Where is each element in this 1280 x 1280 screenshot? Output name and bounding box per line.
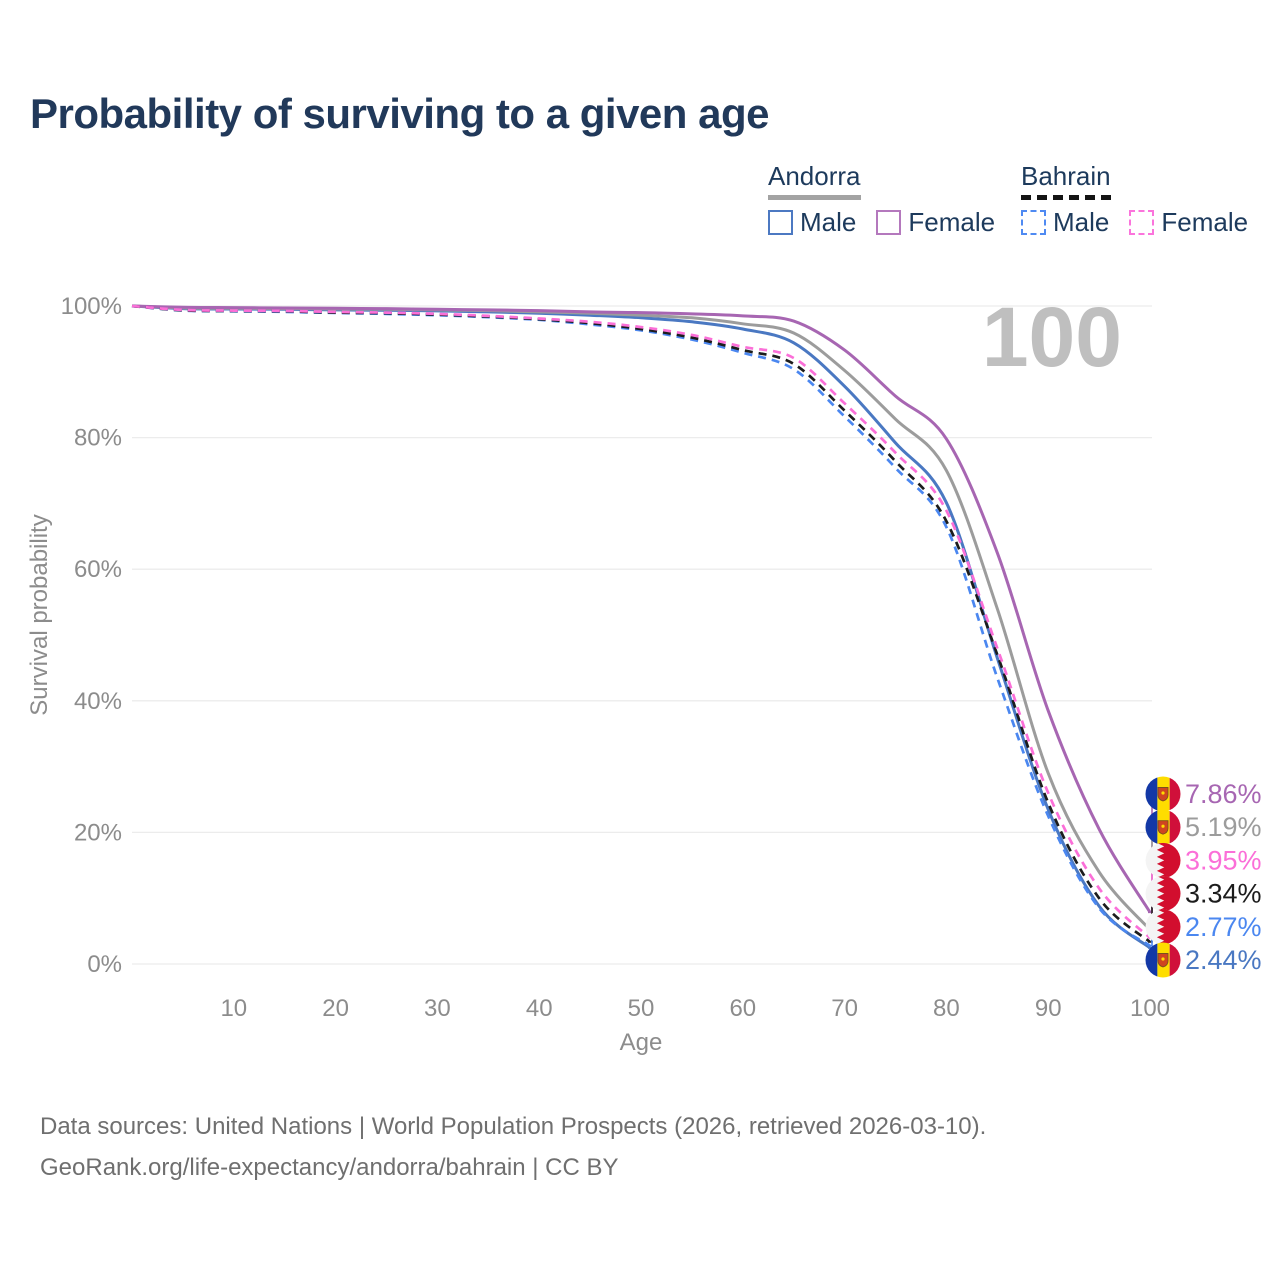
curve-andorra-male[interactable] — [131, 304, 1151, 950]
y-tick-label: 0% — [87, 951, 122, 978]
x-tick-label: 100 — [1130, 995, 1170, 1022]
x-tick-label: 10 — [220, 995, 247, 1022]
bahrain-flag-icon — [1145, 842, 1181, 878]
footer-line-2: GeoRank.org/life-expectancy/andorra/bahr… — [40, 1154, 619, 1181]
x-tick-label: 80 — [933, 995, 960, 1022]
x-axis-ticks: 10 20 30 40 50 60 70 80 90 100 — [220, 995, 1170, 1022]
bahrain-flag-icon — [1145, 909, 1181, 945]
x-tick-label: 30 — [424, 995, 451, 1022]
x-tick-label: 40 — [526, 995, 553, 1022]
legend-item-bahrain-female[interactable]: Female — [1129, 207, 1248, 238]
andorra-male-swatch-icon — [768, 210, 793, 235]
x-axis-title: Age — [620, 1029, 663, 1056]
curve-bahrain-male[interactable] — [131, 304, 1151, 947]
curve-bahrain-female[interactable] — [131, 304, 1151, 939]
legend-label: Female — [1161, 207, 1249, 237]
legend-group-andorra: Andorra Male Female — [768, 161, 995, 238]
hover-age-watermark: 100 — [982, 290, 1122, 384]
x-tick-label: 20 — [322, 995, 349, 1022]
legend-label: Male — [800, 207, 857, 237]
andorra-flag-icon — [1145, 776, 1181, 812]
bahrain-flag-icon — [1145, 876, 1181, 912]
andorra-flag-icon — [1145, 809, 1181, 845]
legend-item-bahrain-male[interactable]: Male — [1021, 207, 1109, 238]
legend-label: Female — [908, 207, 996, 237]
legend-label: Male — [1053, 207, 1110, 237]
x-tick-label: 70 — [831, 995, 858, 1022]
end-value-label-bahrain-total: 3.34% — [1185, 879, 1262, 909]
y-tick-label: 100% — [61, 293, 122, 320]
andorra-female-swatch-icon — [876, 210, 902, 235]
end-value-label-andorra-male: 2.44% — [1185, 945, 1262, 975]
legend-group-bahrain: Bahrain Male Female — [1021, 161, 1248, 238]
y-tick-label: 60% — [74, 556, 122, 583]
gridlines — [132, 305, 1152, 965]
footer-line-1: Data sources: United Nations | World Pop… — [40, 1113, 987, 1140]
bahrain-male-swatch-icon — [1021, 210, 1046, 235]
x-tick-label: 50 — [628, 995, 655, 1022]
bahrain-female-swatch-icon — [1129, 210, 1155, 235]
x-tick-label: 60 — [729, 995, 756, 1022]
end-value-label-andorra-female: 7.86% — [1185, 779, 1262, 809]
y-tick-label: 40% — [74, 688, 122, 715]
legend-item-andorra-female[interactable]: Female — [876, 207, 995, 238]
legend-item-andorra-male[interactable]: Male — [768, 207, 856, 238]
y-tick-label: 20% — [74, 819, 122, 846]
end-value-label-bahrain-female: 3.95% — [1185, 845, 1262, 875]
legend-header-andorra: Andorra — [768, 161, 861, 200]
legend-header-bahrain: Bahrain — [1021, 161, 1111, 200]
curve-andorra-total[interactable] — [131, 304, 1152, 931]
data-source-footer: Data sources: United Nations | World Pop… — [40, 1106, 986, 1188]
page-title: Probability of surviving to a given age — [30, 90, 769, 137]
y-axis-title: Survival probability — [26, 514, 53, 715]
y-tick-label: 80% — [74, 425, 122, 452]
curve-bahrain-total[interactable] — [131, 304, 1151, 944]
end-value-label-andorra-total: 5.19% — [1185, 812, 1262, 842]
end-value-label-bahrain-male: 2.77% — [1185, 912, 1262, 942]
andorra-flag-icon — [1145, 942, 1181, 978]
curve-andorra-female[interactable] — [131, 304, 1152, 914]
y-axis-ticks: 0% 20% 40% 60% 80% 100% — [61, 293, 122, 978]
x-tick-label: 90 — [1035, 995, 1062, 1022]
